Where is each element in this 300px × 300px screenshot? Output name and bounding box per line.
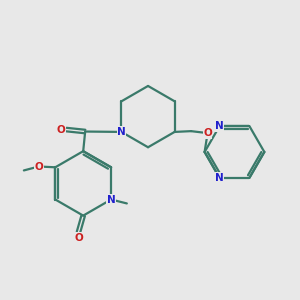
Text: O: O — [203, 128, 212, 138]
Text: N: N — [107, 194, 116, 205]
Text: N: N — [215, 121, 224, 131]
Text: O: O — [34, 161, 43, 172]
Text: O: O — [74, 232, 83, 243]
Text: N: N — [117, 127, 126, 137]
Text: N: N — [215, 173, 224, 183]
Text: O: O — [56, 124, 65, 135]
